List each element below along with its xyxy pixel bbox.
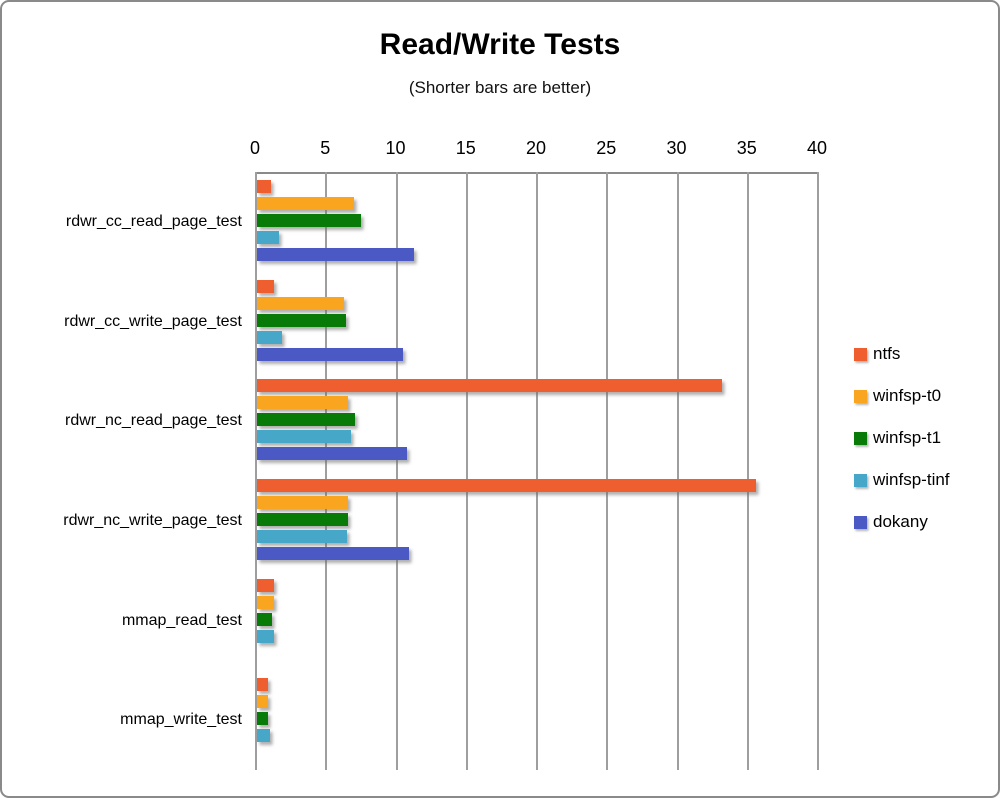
bar-ntfs <box>257 180 272 193</box>
legend-label: winfsp-t0 <box>873 386 942 405</box>
legend-label: winfsp-t1 <box>873 428 942 447</box>
legend-label: ntfs <box>873 344 901 363</box>
bar-ntfs <box>257 379 723 393</box>
bar-winfsp-t1 <box>257 413 356 427</box>
gridline <box>746 172 749 770</box>
bar-ntfs <box>257 479 756 492</box>
bar-winfsp-tinf <box>257 530 347 543</box>
x-tick-label: 10 <box>385 138 406 158</box>
bar-winfsp-tinf <box>257 430 352 444</box>
bar-winfsp-t0 <box>257 695 269 709</box>
bar-winfsp-t0 <box>257 197 354 210</box>
bar-ntfs <box>257 678 269 692</box>
bar-dokany <box>257 547 409 560</box>
bar-winfsp-t1 <box>257 513 349 526</box>
legend-swatch-ntfs <box>854 347 867 361</box>
x-tick-label: 5 <box>320 138 331 158</box>
x-tick-label: 15 <box>455 138 476 158</box>
legend-swatch-dokany <box>854 515 867 529</box>
legend-swatch-winfsp-tinf <box>854 473 867 487</box>
y-axis-line <box>255 172 257 770</box>
bar-dokany <box>257 347 404 361</box>
gridline <box>606 172 609 770</box>
x-tick-label: 0 <box>249 138 261 158</box>
legend: ntfs winfsp-t0 winfsp-t1 winfsp-tinf dokany <box>854 333 950 543</box>
legend-swatch-winfsp-t0 <box>854 389 867 403</box>
category-label: rdwr_cc_read_page_test <box>65 212 242 230</box>
category-label: rdwr_cc_write_page_test <box>64 312 242 330</box>
bar-winfsp-tinf <box>257 629 274 643</box>
bar-winfsp-t1 <box>257 214 361 227</box>
legend-item-dokany: dokany <box>854 501 950 543</box>
category-label: mmap_write_test <box>120 711 242 729</box>
bar-winfsp-tinf <box>257 330 283 344</box>
bar-ntfs <box>257 578 274 592</box>
bar-ntfs <box>257 279 274 293</box>
bar-winfsp-t1 <box>257 612 273 626</box>
gridline <box>817 172 819 770</box>
x-tick-label: 30 <box>666 138 687 158</box>
gridline <box>676 172 679 770</box>
bar-dokany <box>257 447 408 461</box>
legend-item-winfsp-tinf: winfsp-tinf <box>854 459 950 501</box>
bar-winfsp-tinf <box>257 729 270 743</box>
x-tick-label: 35 <box>736 138 757 158</box>
gridline <box>465 172 468 770</box>
legend-item-winfsp-t1: winfsp-t1 <box>854 417 950 459</box>
legend-label: winfsp-tinf <box>873 470 950 489</box>
bar-winfsp-t0 <box>257 496 349 509</box>
gridline <box>536 172 538 770</box>
chart-subtitle: (Shorter bars are better) <box>408 78 592 97</box>
legend-swatch-winfsp-t1 <box>854 431 867 445</box>
x-tick-label: 40 <box>806 138 828 158</box>
bar-dokany <box>257 248 415 261</box>
bar-winfsp-tinf <box>257 231 280 244</box>
legend-item-ntfs: ntfs <box>854 333 950 375</box>
bar-winfsp-t1 <box>257 313 346 327</box>
category-label: mmap_read_test <box>121 611 242 629</box>
x-tick-label: 25 <box>596 138 617 158</box>
category-label: rdwr_nc_read_page_test <box>64 412 242 430</box>
legend-label: dokany <box>873 512 928 531</box>
gridline <box>325 172 328 770</box>
x-tick-label: 20 <box>525 138 547 158</box>
legend-item-winfsp-t0: winfsp-t0 <box>854 375 950 417</box>
gridline <box>395 172 398 770</box>
bar-winfsp-t0 <box>257 296 345 310</box>
bar-winfsp-t0 <box>257 396 349 410</box>
bar-winfsp-t1 <box>257 712 269 726</box>
bar-winfsp-t0 <box>257 595 274 609</box>
chart-title: Read/Write Tests <box>379 28 621 61</box>
category-label: rdwr_nc_write_page_test <box>63 511 242 529</box>
